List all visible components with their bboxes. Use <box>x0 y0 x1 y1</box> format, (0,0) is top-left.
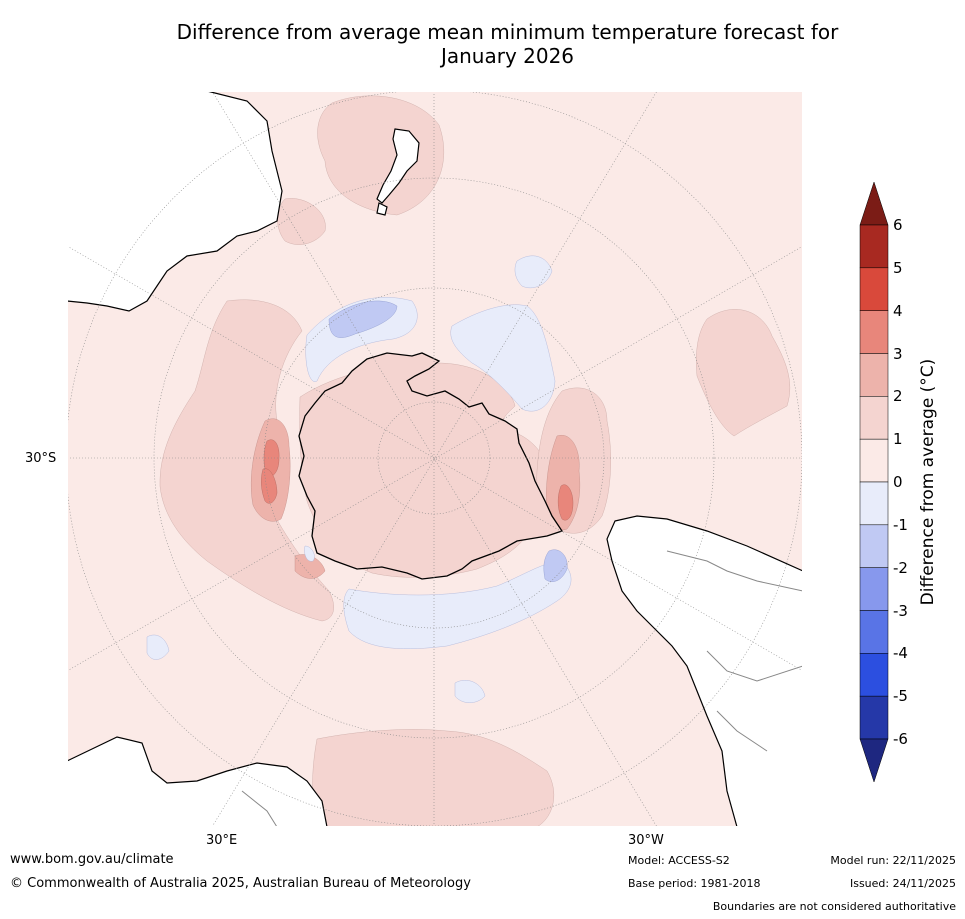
colorbar-block <box>859 224 889 269</box>
south-america-coastline <box>606 515 803 827</box>
colorbar-block <box>859 353 889 397</box>
footer-disclaimer: Boundaries are not considered authoritat… <box>712 900 956 913</box>
colorbar-tick-label: 0 <box>893 473 903 491</box>
colorbar-tick-label: 3 <box>893 344 903 363</box>
colorbar-label: Difference from average (°C) <box>918 358 938 606</box>
colorbar-tick-label: 6 <box>893 216 903 234</box>
antarctica-coastline <box>298 352 564 580</box>
title-line-2: January 2026 <box>440 44 575 68</box>
colorbar-block <box>859 481 889 526</box>
africa-coastline <box>67 91 283 312</box>
colorbar-block <box>859 438 889 483</box>
colorbar-block <box>859 653 889 697</box>
polar-map <box>67 91 803 827</box>
new-zealand-south-coastline <box>376 202 388 216</box>
continent-outlines <box>67 91 803 827</box>
colorbar-tick-label: 2 <box>893 387 903 406</box>
colorbar-tick-label: -2 <box>893 558 908 577</box>
australia-coastline <box>67 736 328 827</box>
lon-label-30e: 30°E <box>206 833 238 848</box>
map-canvas <box>67 91 803 827</box>
anomaly-minus2-to-minus1-regions <box>328 300 568 582</box>
colorbar-tick-label: 4 <box>893 301 903 320</box>
colorbar-block <box>859 610 889 654</box>
colorbar-block <box>859 310 889 354</box>
colorbar <box>859 182 889 782</box>
colorbar-block <box>859 396 889 440</box>
footer-issued: Issued: 24/11/2025 <box>849 877 956 890</box>
colorbar-tick-label: -6 <box>893 730 908 748</box>
colorbar-tick-label: -5 <box>893 687 908 706</box>
colorbar-block <box>859 567 889 611</box>
colorbar-tick-label: 5 <box>893 258 903 277</box>
colorbar-tick-label: -4 <box>893 644 908 663</box>
colorbar-block <box>859 267 889 311</box>
colorbar-tick-label: -3 <box>893 601 908 620</box>
footer-base-period: Base period: 1981-2018 <box>628 877 761 890</box>
map-title: Difference from average mean minimum tem… <box>60 20 955 68</box>
country-borders <box>241 550 803 827</box>
colorbar-block <box>859 738 889 782</box>
new-zealand-north-coastline <box>376 128 420 204</box>
lat-label-30s: 30°S <box>25 451 57 466</box>
colorbar-block <box>859 182 889 226</box>
title-line-1: Difference from average mean minimum tem… <box>176 20 839 44</box>
footer-copyright: © Commonwealth of Australia 2025, Austra… <box>10 876 471 891</box>
lon-label-30w: 30°W <box>628 833 664 848</box>
colorbar-block <box>859 524 889 568</box>
footer-model-run: Model run: 22/11/2025 <box>830 854 956 867</box>
footer-url[interactable]: www.bom.gov.au/climate <box>10 852 174 867</box>
colorbar-tick-label: 1 <box>893 430 903 449</box>
colorbar-tick-label: -1 <box>893 515 908 534</box>
map-frame <box>67 91 803 827</box>
colorbar-block <box>859 695 889 740</box>
colorbar-blocks <box>859 182 889 782</box>
footer-model: Model: ACCESS-S2 <box>628 854 730 867</box>
